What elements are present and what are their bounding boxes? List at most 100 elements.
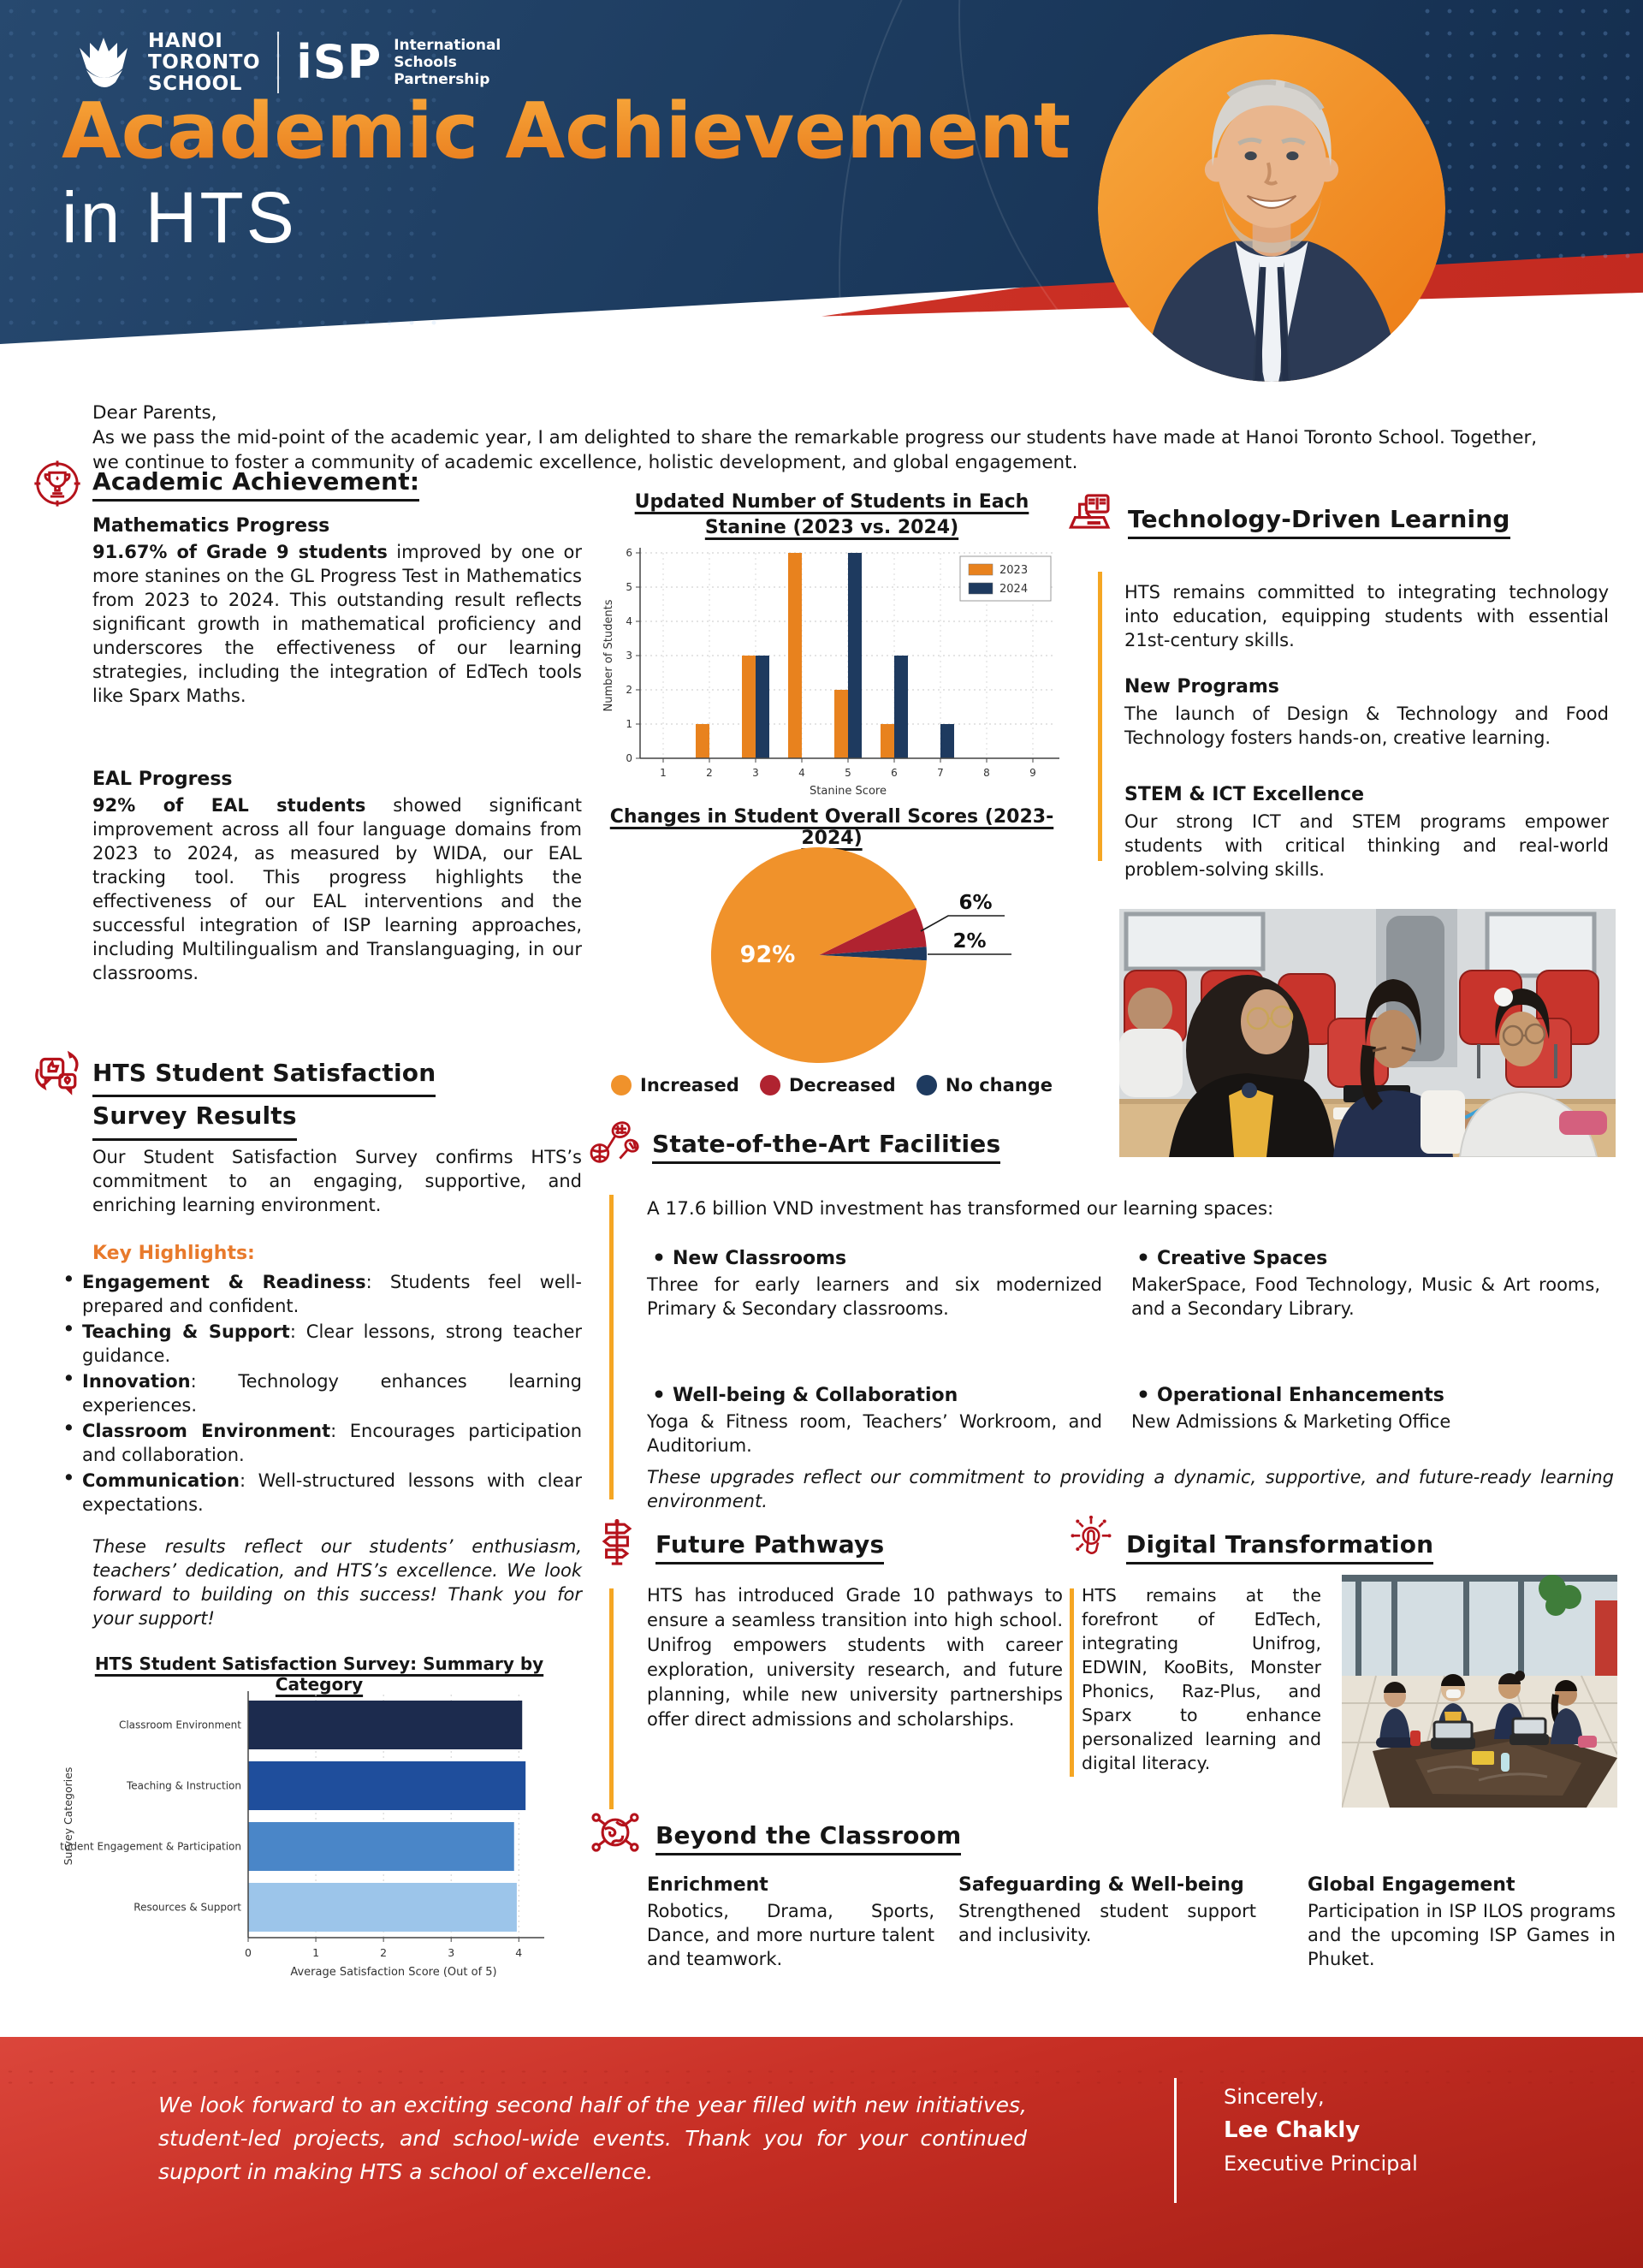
svg-text:2%: 2% xyxy=(952,930,986,953)
new-programs-text: The launch of Design & Technology and Fo… xyxy=(1124,704,1609,748)
intro-text: As we pass the mid-point of the academic… xyxy=(92,427,1538,473)
svg-text:9: 9 xyxy=(1029,767,1036,779)
svg-text:6: 6 xyxy=(626,547,632,559)
global-network-icon xyxy=(591,1813,639,1852)
trophy-icon xyxy=(34,460,80,507)
accent-line xyxy=(609,1588,614,1809)
svg-text:7: 7 xyxy=(937,767,944,779)
facilities-intro: A 17.6 billion VND investment has transf… xyxy=(647,1198,1274,1220)
accent-line xyxy=(609,1195,614,1499)
svg-text:Average Satisfaction Score (Ou: Average Satisfaction Score (Out of 5) xyxy=(290,1966,496,1979)
accent-line xyxy=(1070,1588,1074,1777)
svg-text:8: 8 xyxy=(983,767,990,779)
list-item: Classroom Environment: Encourages partic… xyxy=(56,1416,582,1467)
list-item: Communication: Well-structured lessons w… xyxy=(56,1466,582,1517)
svg-text:6%: 6% xyxy=(958,892,992,914)
laptop-book-icon xyxy=(1068,494,1111,529)
list-item: Engagement & Readiness: Students feel we… xyxy=(56,1268,582,1318)
footer-divider xyxy=(1174,2078,1177,2203)
isp-name: International Schools Partnership xyxy=(394,37,501,89)
footer-dot-pattern xyxy=(0,2066,1643,2088)
svg-text:2023: 2023 xyxy=(999,564,1028,577)
svg-text:3: 3 xyxy=(752,767,759,779)
svg-text:Classroom Environment: Classroom Environment xyxy=(119,1719,241,1731)
stem-title: STEM & ICT Excellence xyxy=(1124,784,1365,805)
isp-logo: iSP xyxy=(296,35,383,90)
svg-text:Teaching & Instruction: Teaching & Instruction xyxy=(126,1780,241,1792)
page-subtitle: in HTS xyxy=(62,177,297,258)
svg-text:4: 4 xyxy=(515,1946,522,1959)
beyond-column-enrichment: Enrichment Robotics, Drama, Sports, Danc… xyxy=(647,1874,934,1969)
facility-item: Operational Enhancements New Admissions … xyxy=(1131,1382,1600,1434)
satisfaction-closing: These results reflect our students’ enth… xyxy=(92,1536,582,1629)
svg-text:3: 3 xyxy=(626,650,632,662)
sports-equipment-icon xyxy=(590,1121,639,1163)
svg-text:Academic Achievement: Academic Achievement xyxy=(62,86,1071,176)
svg-text:1: 1 xyxy=(312,1946,319,1959)
eal-progress-text: 92% of EAL students showed significant i… xyxy=(92,795,582,983)
key-highlights-label: Key Highlights: xyxy=(92,1243,255,1264)
section-heading-technology: Technology-Driven Learning xyxy=(1128,505,1510,539)
legend-item: No change xyxy=(916,1075,1053,1095)
svg-text:Resources & Support: Resources & Support xyxy=(133,1902,241,1914)
math-progress-title: Mathematics Progress xyxy=(92,515,330,537)
section-heading-beyond: Beyond the Classroom xyxy=(655,1821,962,1855)
svg-text:1: 1 xyxy=(626,718,632,730)
svg-text:4: 4 xyxy=(626,615,632,627)
footer-message: We look forward to an exciting second ha… xyxy=(158,2093,1027,2184)
svg-text:92%: 92% xyxy=(740,941,796,968)
students-classroom-photo xyxy=(1119,909,1616,1157)
legend-dot-nochange xyxy=(916,1075,937,1095)
new-programs-title: New Programs xyxy=(1124,676,1279,698)
section-heading-facilities: State-of-the-Art Facilities xyxy=(652,1130,1001,1164)
footer-signoff: Sincerely, xyxy=(1224,2085,1325,2109)
svg-text:Survey Categories: Survey Categories xyxy=(62,1767,74,1866)
svg-text:Number of Students: Number of Students xyxy=(602,599,615,711)
pathways-text: HTS has introduced Grade 10 pathways to … xyxy=(647,1585,1063,1730)
salutation: Dear Parents, xyxy=(92,402,217,424)
section-heading-academic: Academic Achievement: xyxy=(92,467,420,502)
legend-dot-decreased xyxy=(759,1075,780,1095)
scores-pie-chart: 92% 6% 2% xyxy=(710,847,1011,1064)
digital-touch-icon xyxy=(1071,1515,1112,1554)
satisfaction-bar-chart: Classroom Environment Teaching & Instruct… xyxy=(60,1691,544,1979)
svg-text:3: 3 xyxy=(448,1946,454,1959)
svg-text:0: 0 xyxy=(626,752,632,764)
svg-text:1: 1 xyxy=(660,767,667,779)
facility-item: Creative Spaces MakerSpace, Food Technol… xyxy=(1131,1245,1600,1321)
key-highlights-list: Engagement & Readiness: Students feel we… xyxy=(56,1268,582,1518)
legend-dot-increased xyxy=(611,1075,632,1095)
intro: Dear Parents, As we pass the mid-point o… xyxy=(92,401,1557,475)
dot-pattern-left xyxy=(0,0,445,342)
accent-line xyxy=(1098,572,1102,861)
svg-text:5: 5 xyxy=(845,767,851,779)
svg-text:0: 0 xyxy=(245,1946,252,1959)
facility-item: Well-being & Collaboration Yoga & Fitnes… xyxy=(647,1382,1102,1458)
list-item: Teaching & Support: Clear lessons, stron… xyxy=(56,1317,582,1368)
pie-chart-title: Changes in Student Overall Scores (2023-… xyxy=(609,806,1054,849)
satisfaction-intro: Our Student Satisfaction Survey confirms… xyxy=(92,1147,582,1215)
section-heading-satisfaction: HTS Student Satisfaction Survey Results xyxy=(92,1054,436,1141)
math-progress-text: 91.67% of Grade 9 students improved by o… xyxy=(92,542,582,706)
students-floor-photo xyxy=(1342,1575,1617,1808)
svg-text:2: 2 xyxy=(626,684,632,696)
stem-text: Our strong ICT and STEM programs empower… xyxy=(1124,811,1609,880)
stanine-bar-chart: 0 1 2 3 4 5 6 1 2 3 4 5 6 7 8 9 Stanine Score Number of S… xyxy=(602,547,1059,798)
school-logo: HANOI TORONTO SCHOOL iSP International S… xyxy=(73,31,501,94)
satisfaction-chart-title: HTS Student Satisfaction Survey: Summary… xyxy=(94,1654,544,1695)
school-name: HANOI TORONTO SCHOOL xyxy=(148,30,261,95)
list-item: Innovation: Technology enhances learning… xyxy=(56,1367,582,1417)
page-title: Academic Achievement xyxy=(62,86,1071,176)
logo-divider xyxy=(277,32,280,94)
signpost-icon xyxy=(602,1518,632,1565)
technology-intro: HTS remains committed to integrating tec… xyxy=(1124,582,1609,650)
eal-progress-title: EAL Progress xyxy=(92,769,233,790)
svg-text:4: 4 xyxy=(798,767,805,779)
svg-text:2: 2 xyxy=(706,767,713,779)
feedback-bubbles-icon xyxy=(35,1050,79,1095)
principal-photo xyxy=(1098,34,1445,382)
section-heading-pathways: Future Pathways xyxy=(655,1530,885,1564)
legend-item: Increased xyxy=(611,1075,739,1095)
footer-principal-role: Executive Principal xyxy=(1224,2152,1418,2176)
